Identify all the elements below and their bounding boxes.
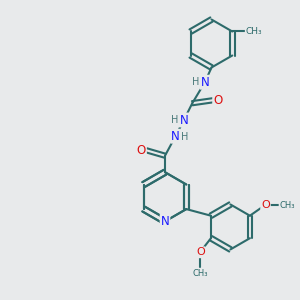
Text: H: H bbox=[182, 132, 189, 142]
Text: H: H bbox=[192, 77, 200, 87]
Text: N: N bbox=[160, 215, 169, 228]
Text: CH₃: CH₃ bbox=[279, 201, 295, 210]
Text: O: O bbox=[196, 247, 205, 257]
Text: H: H bbox=[171, 115, 178, 125]
Text: O: O bbox=[261, 200, 270, 210]
Text: O: O bbox=[137, 144, 146, 157]
Text: N: N bbox=[171, 130, 180, 143]
Text: CH₃: CH₃ bbox=[193, 269, 208, 278]
Text: N: N bbox=[179, 113, 188, 127]
Text: CH₃: CH₃ bbox=[246, 27, 262, 36]
Text: O: O bbox=[213, 94, 222, 107]
Text: N: N bbox=[200, 76, 209, 89]
